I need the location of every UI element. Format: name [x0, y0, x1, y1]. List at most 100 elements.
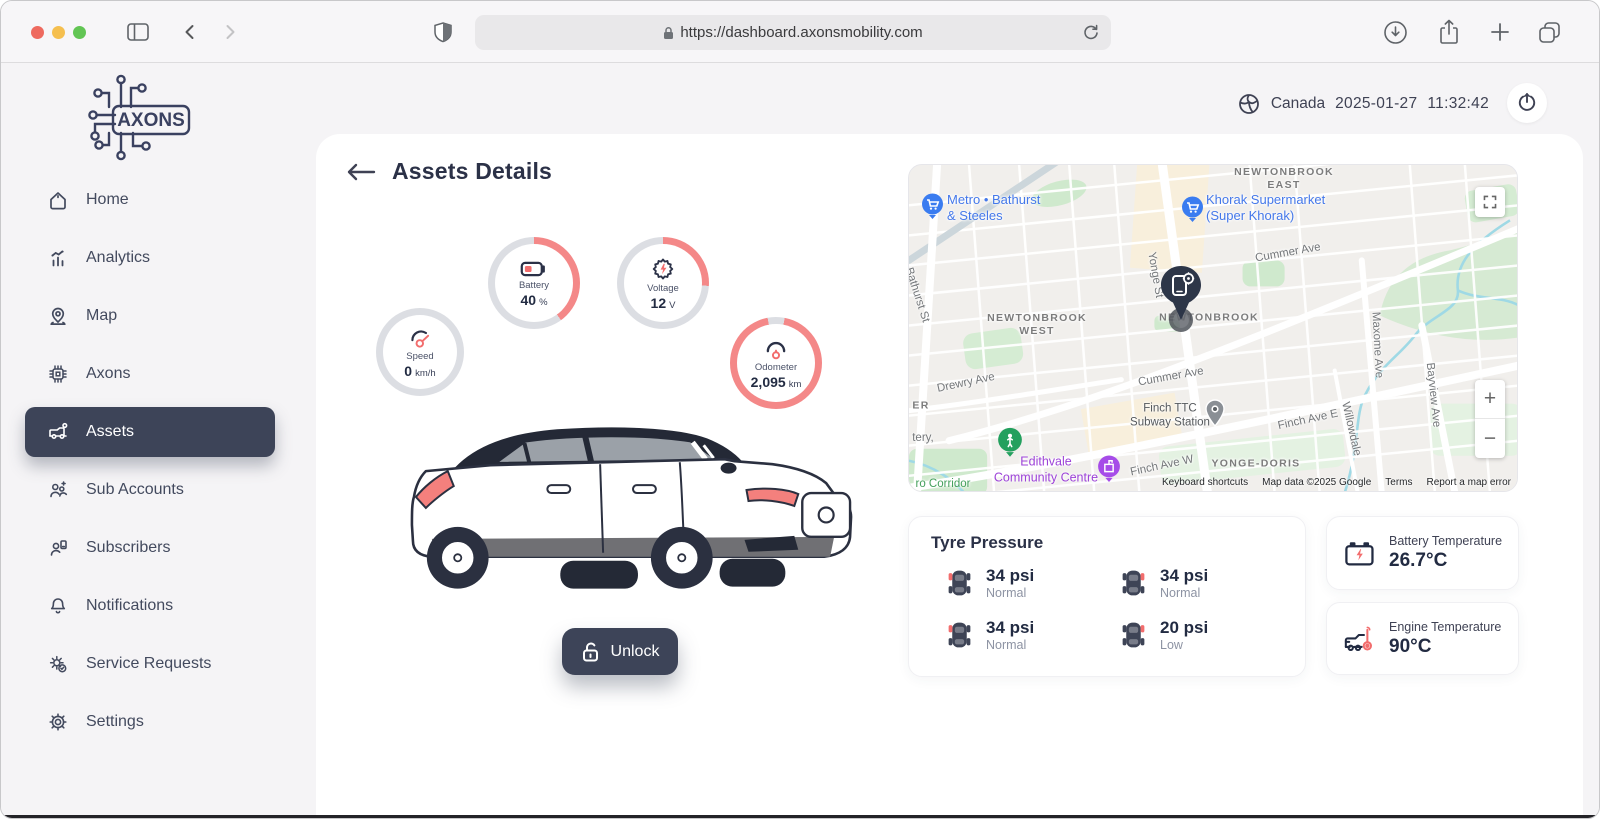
- time-label: 11:32:42: [1427, 95, 1489, 112]
- engine-temperature-card: Engine Temperature 90°C: [1326, 602, 1519, 675]
- temperature-value: 90°C: [1389, 635, 1432, 657]
- tyre-position-icon: [1122, 622, 1145, 648]
- tyre-position-icon: [1122, 570, 1145, 596]
- sidebar-item-label: Service Requests: [86, 655, 212, 672]
- close-window-button[interactable]: [31, 26, 44, 39]
- tyre-front-right: 34 psi Normal: [1119, 566, 1209, 600]
- gauge-label: Battery: [518, 279, 550, 291]
- unlock-label: Unlock: [610, 642, 660, 660]
- tyre-value: 34 psi: [986, 618, 1035, 637]
- share-icon[interactable]: [1437, 18, 1461, 46]
- page-title: Assets Details: [392, 158, 553, 184]
- sidebar: Home Analytics Map Axons Assets Sub Acco…: [25, 175, 275, 747]
- minimize-window-button[interactable]: [52, 26, 65, 39]
- sidebar-item-label: Notifications: [86, 597, 174, 614]
- sidebar-item-notifications[interactable]: Notifications: [25, 581, 275, 631]
- sidebar-item-sub-accounts[interactable]: Sub Accounts: [25, 465, 275, 515]
- sidebar-item-subscribers[interactable]: Subscribers: [25, 523, 275, 573]
- forward-icon[interactable]: [221, 23, 239, 41]
- tyre-value: 34 psi: [986, 566, 1035, 585]
- traffic-lights: [31, 26, 86, 39]
- downloads-icon[interactable]: [1383, 20, 1408, 45]
- unlock-button[interactable]: Unlock: [562, 628, 678, 675]
- zoom-window-button[interactable]: [73, 26, 86, 39]
- map-zoom-control: + −: [1475, 380, 1505, 458]
- tab-overview-icon[interactable]: [1537, 20, 1562, 45]
- sidebar-item-label: Home: [86, 191, 129, 208]
- vehicle-icon: [49, 422, 68, 440]
- sidebar-item-analytics[interactable]: Analytics: [25, 233, 275, 283]
- analytics-icon: [51, 250, 64, 267]
- voltage-icon: [652, 258, 674, 279]
- transit-pin-icon[interactable]: [1205, 399, 1225, 427]
- gauge-value: 40%: [520, 291, 548, 308]
- gauge-value: 2,095 km: [750, 373, 802, 390]
- battery-icon: [520, 261, 545, 276]
- sidebar-toggle-icon[interactable]: [127, 23, 149, 41]
- tyre-position-icon: [948, 622, 971, 648]
- vehicle-illustration: [396, 401, 864, 601]
- map-attribution: Keyboard shortcuts Map data ©2025 Google…: [1162, 477, 1511, 488]
- brand-text: AXONS: [117, 110, 185, 131]
- terms-link[interactable]: Terms: [1385, 477, 1413, 488]
- gauge-label: Odometer: [754, 361, 798, 373]
- map-fullscreen-button[interactable]: [1475, 187, 1505, 217]
- sidebar-item-assets[interactable]: Assets: [25, 407, 275, 457]
- reload-icon[interactable]: [1081, 22, 1101, 42]
- unlock-icon: [582, 642, 598, 661]
- park-pin-icon[interactable]: [997, 427, 1023, 457]
- sidebar-item-label: Analytics: [86, 249, 151, 266]
- new-tab-icon[interactable]: [1489, 21, 1511, 43]
- sidebar-item-label: Assets: [86, 423, 135, 440]
- url-text: https://dashboard.axonsmobility.com: [680, 24, 923, 41]
- gear-icon: [49, 713, 67, 731]
- asset-marker-icon[interactable]: [1158, 264, 1204, 322]
- keyboard-shortcuts-link[interactable]: Keyboard shortcuts: [1161, 477, 1249, 488]
- report-map-error-link[interactable]: Report a map error: [1426, 477, 1511, 488]
- lock-icon: [664, 26, 674, 39]
- privacy-shield-icon[interactable]: [433, 21, 453, 45]
- tyre-position-icon: [948, 570, 971, 596]
- battery-gauge: Battery 40%: [488, 237, 580, 329]
- back-arrow-icon[interactable]: [346, 162, 376, 182]
- odometer-gauge: Odometer 2,095 km: [722, 309, 830, 417]
- axons-logo: AXONS: [88, 74, 191, 161]
- address-bar[interactable]: https://dashboard.axonsmobility.com: [475, 15, 1111, 50]
- speedometer-icon: [411, 329, 430, 348]
- logout-power-button[interactable]: [1507, 83, 1547, 123]
- power-icon: [1518, 92, 1536, 111]
- tyre-value: 20 psi: [1160, 618, 1209, 637]
- sidebar-item-label: Subscribers: [86, 539, 171, 556]
- date-label: 2025-01-27: [1335, 95, 1418, 112]
- tyre-status: Low: [1160, 637, 1183, 652]
- sidebar-item-map[interactable]: Map: [25, 291, 275, 341]
- sidebar-item-settings[interactable]: Settings: [25, 697, 275, 747]
- battery-temperature-icon: [1345, 542, 1374, 566]
- gauge-label: Speed: [406, 350, 434, 362]
- map-canvas: [909, 165, 1517, 491]
- speed-gauge: Speed 0 km/h: [376, 308, 464, 396]
- sidebar-item-axons[interactable]: Axons: [25, 349, 275, 399]
- temperature-label: Engine Temperature: [1389, 619, 1502, 634]
- community-centre-pin-icon[interactable]: [1097, 455, 1121, 482]
- tyre-value: 34 psi: [1160, 566, 1209, 585]
- users-plus-icon: [50, 481, 68, 498]
- service-gear-check-icon: [49, 655, 67, 673]
- map-pin-icon: [50, 307, 66, 325]
- sidebar-item-home[interactable]: Home: [25, 175, 275, 225]
- shopping-cart-pin-icon[interactable]: [921, 193, 944, 219]
- sidebar-item-label: Settings: [86, 713, 144, 730]
- map-card[interactable]: NEWTONBROOK EAST NEWTONBROOK WEST NEWTON…: [908, 164, 1518, 492]
- tyre-front-left: 34 psi Normal: [945, 566, 1035, 600]
- shopping-cart-pin-icon[interactable]: [1181, 196, 1204, 222]
- map-zoom-in-button[interactable]: +: [1475, 380, 1505, 419]
- map-zoom-out-button[interactable]: −: [1483, 426, 1497, 450]
- back-icon[interactable]: [181, 23, 199, 41]
- page-title-row: Assets Details: [346, 158, 552, 185]
- tyre-rear-left: 34 psi Normal: [945, 618, 1035, 652]
- tyre-rear-right: 20 psi Low: [1119, 618, 1209, 652]
- sidebar-item-service-requests[interactable]: Service Requests: [25, 639, 275, 689]
- tyre-status: Normal: [1160, 585, 1201, 600]
- temperature-label: Battery Temperature: [1389, 534, 1503, 548]
